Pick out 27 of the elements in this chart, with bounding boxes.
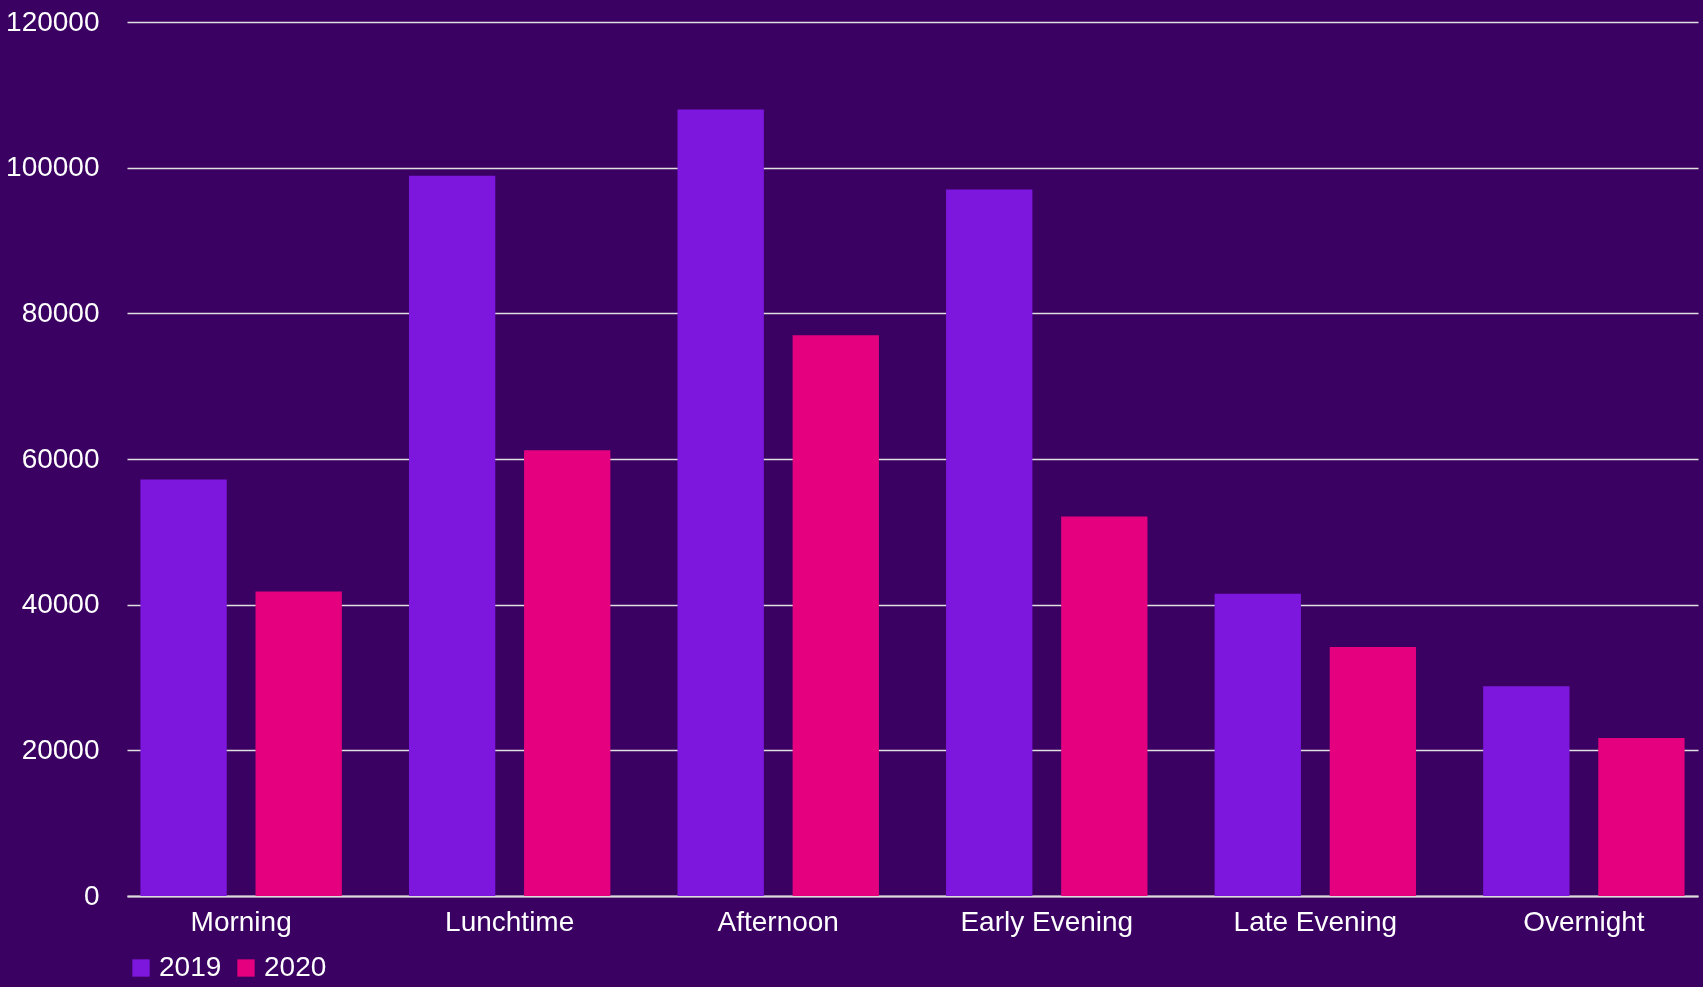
x-tick-label: Lunchtime xyxy=(445,905,575,937)
y-tick-label: 40000 xyxy=(21,588,100,620)
bar xyxy=(792,335,879,896)
y-tick-label: 0 xyxy=(83,879,100,911)
bar xyxy=(1598,737,1685,896)
y-tick-label: 120000 xyxy=(6,5,100,37)
x-tick-label: Late Evening xyxy=(1233,905,1398,937)
bar xyxy=(1329,646,1417,896)
legend-label: 2019 xyxy=(159,951,222,982)
x-tick-label: Early Evening xyxy=(960,905,1134,937)
bar xyxy=(255,591,342,896)
y-tick-label: 100000 xyxy=(6,151,100,183)
x-tick-label: Morning xyxy=(190,905,292,937)
bar xyxy=(946,189,1033,896)
x-tick-label: Overnight xyxy=(1523,905,1645,937)
legend-label: 2020 xyxy=(264,951,327,982)
y-tick-label: 80000 xyxy=(21,296,100,328)
bar xyxy=(677,109,764,896)
bar xyxy=(1214,593,1301,896)
bar xyxy=(1483,686,1570,896)
bar xyxy=(524,450,611,896)
y-tick-label: 60000 xyxy=(21,442,100,474)
y-tick-label: 20000 xyxy=(21,733,100,765)
x-tick-label: Afternoon xyxy=(717,905,839,937)
bar xyxy=(1061,516,1148,896)
bar xyxy=(140,479,227,896)
bar xyxy=(408,175,496,896)
